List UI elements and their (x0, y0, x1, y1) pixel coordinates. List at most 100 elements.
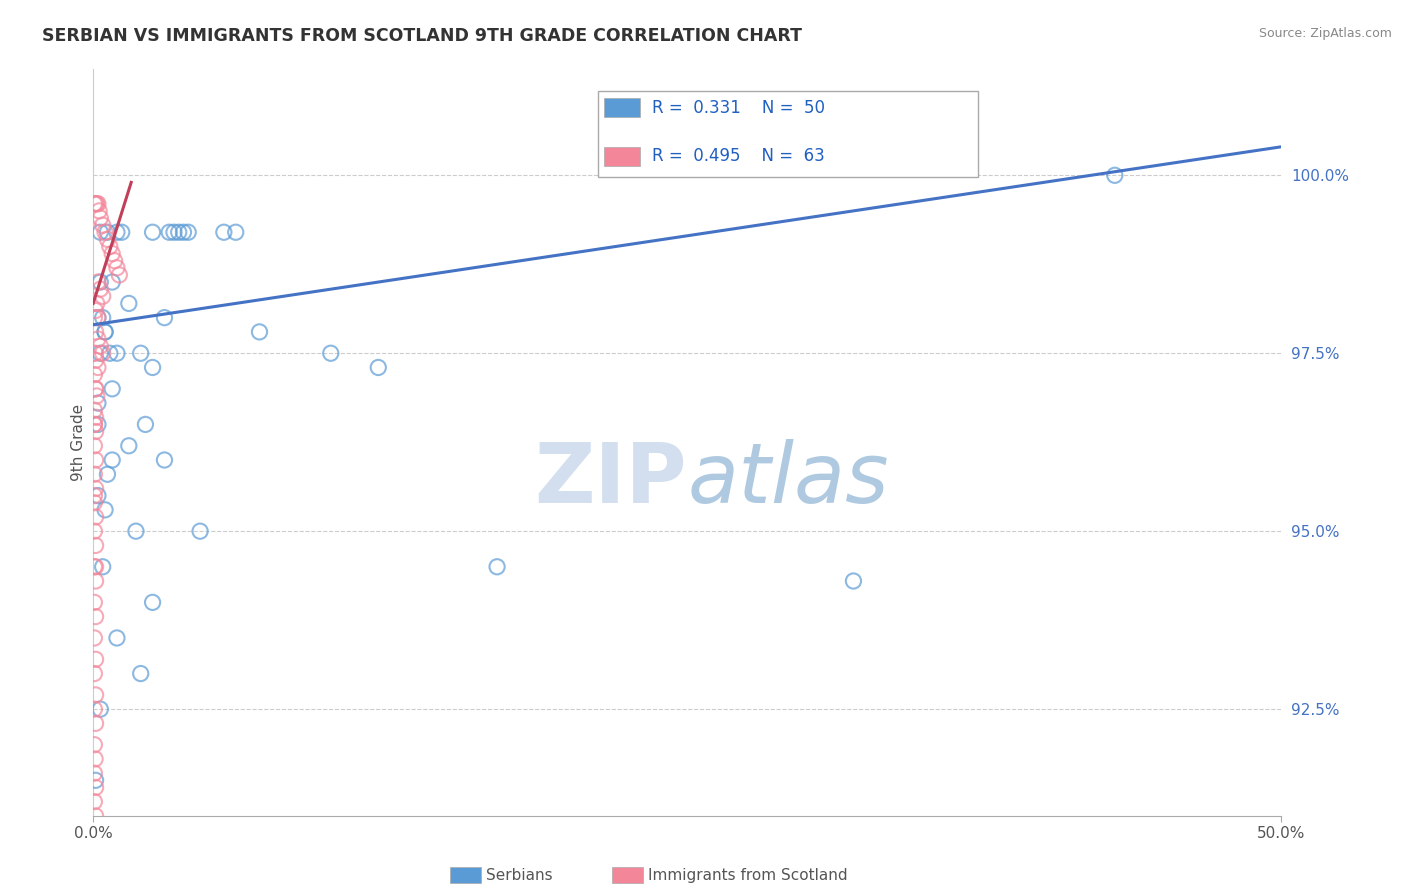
Point (87, 332, 110, 346)
Point (129, 346, 152, 360)
Point (83, 766, 105, 780)
Point (83, 196, 105, 211)
Point (91, 218, 114, 232)
Point (84, 574, 107, 588)
Point (83, 738, 105, 752)
Point (83, 559, 105, 574)
Point (188, 524, 211, 538)
Point (249, 325, 271, 339)
Point (83, 489, 105, 503)
Point (118, 439, 141, 453)
Point (83, 666, 105, 681)
Point (86, 389, 108, 403)
Point (89, 203, 111, 218)
Point (94, 225, 117, 239)
Point (84, 780, 107, 795)
Point (87, 396, 110, 410)
Y-axis label: 9th Grade: 9th Grade (72, 404, 86, 481)
Point (84, 196, 107, 211)
Point (89, 282, 111, 296)
Text: R =  0.331    N =  50: R = 0.331 N = 50 (651, 99, 824, 117)
Point (153, 453, 176, 467)
Text: ZIP: ZIP (534, 439, 688, 520)
Point (83, 631, 105, 645)
Point (153, 310, 176, 325)
Point (134, 417, 156, 432)
Text: Source: ZipAtlas.com: Source: ZipAtlas.com (1258, 27, 1392, 40)
Point (98, 346, 121, 360)
Point (157, 225, 180, 239)
Point (96, 232, 118, 246)
Point (87, 275, 110, 289)
Point (103, 253, 125, 268)
Point (101, 246, 124, 260)
Text: SERBIAN VS IMMIGRANTS FROM SCOTLAND 9TH GRADE CORRELATION CHART: SERBIAN VS IMMIGRANTS FROM SCOTLAND 9TH … (42, 27, 803, 45)
Text: Immigrants from Scotland: Immigrants from Scotland (648, 868, 848, 882)
Point (84, 410, 107, 425)
Point (83, 595, 105, 609)
Point (129, 666, 152, 681)
Point (89, 339, 111, 353)
Point (96, 225, 118, 239)
Point (101, 382, 124, 396)
Point (84, 482, 107, 496)
Point (84, 425, 107, 439)
Text: Serbians: Serbians (486, 868, 553, 882)
Point (89, 702, 111, 716)
Point (108, 268, 131, 282)
Point (83, 795, 105, 809)
Point (84, 688, 107, 702)
Point (84, 538, 107, 552)
Point (101, 275, 124, 289)
Point (84, 716, 107, 731)
FancyBboxPatch shape (598, 91, 979, 177)
Point (91, 559, 114, 574)
Point (83, 403, 105, 417)
Point (89, 211, 111, 225)
Point (367, 360, 389, 375)
Point (83, 524, 105, 538)
Point (83, 310, 105, 325)
Point (84, 353, 107, 368)
Point (87, 360, 110, 375)
Point (83, 496, 105, 510)
Point (142, 360, 165, 375)
Point (87, 196, 110, 211)
Point (84, 609, 107, 624)
Point (105, 260, 128, 275)
Point (94, 325, 117, 339)
Point (105, 225, 128, 239)
Point (212, 225, 235, 239)
Point (91, 310, 114, 325)
Point (94, 325, 117, 339)
Bar (605, 147, 640, 166)
Point (724, 133, 747, 147)
Point (105, 346, 128, 360)
Point (225, 225, 247, 239)
Point (142, 225, 165, 239)
Point (84, 346, 107, 360)
Point (86, 196, 108, 211)
Text: atlas: atlas (688, 439, 889, 520)
Point (125, 524, 148, 538)
Point (105, 631, 128, 645)
Point (86, 296, 108, 310)
Point (84, 652, 107, 666)
Point (84, 752, 107, 766)
Point (842, 574, 865, 588)
Point (98, 239, 121, 253)
Point (84, 773, 107, 788)
Point (111, 225, 134, 239)
Point (87, 310, 110, 325)
Point (94, 503, 117, 517)
Point (101, 453, 124, 467)
Point (83, 368, 105, 382)
Point (84, 510, 107, 524)
Point (84, 809, 107, 823)
Point (91, 346, 114, 360)
Point (91, 289, 114, 303)
Point (87, 489, 110, 503)
Point (84, 453, 107, 467)
Point (83, 702, 105, 716)
Point (84, 559, 107, 574)
